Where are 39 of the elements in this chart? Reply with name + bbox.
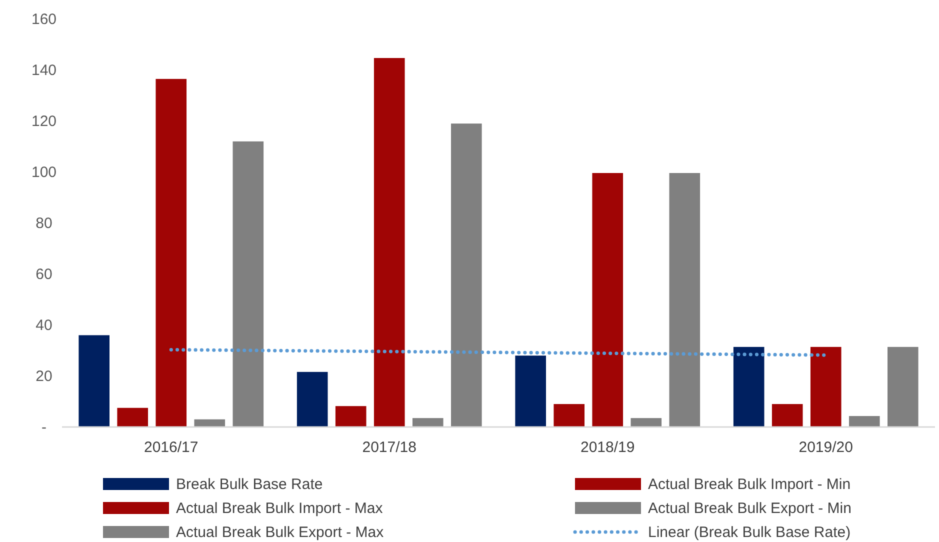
y-tick-label: 120 — [31, 113, 57, 130]
bar — [554, 404, 585, 427]
bar — [888, 346, 918, 427]
y-tick-label: 100 — [31, 164, 57, 181]
bar — [232, 141, 264, 427]
legend-label: Linear (Break Bulk Base Rate) — [648, 524, 851, 541]
legend-label: Actual Break Bulk Import - Min — [648, 476, 851, 493]
bar — [630, 418, 662, 427]
bar — [78, 335, 110, 427]
bar — [772, 404, 803, 427]
legend-label: Actual Break Bulk Import - Max — [176, 500, 384, 517]
y-tick-label: 80 — [36, 215, 52, 232]
x-tick-label: 2017/18 — [362, 439, 416, 456]
bar — [194, 419, 226, 427]
y-tick-label: - — [42, 419, 46, 436]
bar — [117, 408, 148, 427]
bar — [296, 372, 328, 427]
bar — [515, 356, 546, 427]
legend-label: Actual Break Bulk Export - Max — [176, 524, 384, 541]
x-tick-label: 2019/20 — [798, 439, 853, 456]
y-tick-label: 140 — [31, 62, 57, 79]
y-tick-label: 40 — [36, 317, 52, 334]
y-tick-label: 160 — [31, 11, 57, 28]
legend-label: Actual Break Bulk Export - Min — [648, 500, 852, 517]
bar — [592, 173, 624, 427]
bar — [669, 173, 700, 427]
legend-label: Break Bulk Base Rate — [176, 476, 323, 493]
bar — [848, 416, 880, 427]
y-tick-label: 60 — [36, 266, 52, 283]
bar — [733, 346, 764, 427]
bar — [156, 78, 187, 427]
bar — [335, 406, 366, 427]
bar — [810, 346, 842, 427]
bar — [451, 124, 482, 427]
bar — [374, 58, 405, 427]
x-tick-label: 2018/19 — [580, 439, 635, 456]
x-tick-label: 2016/17 — [144, 439, 198, 456]
y-tick-label: 20 — [36, 368, 52, 385]
bar — [412, 418, 444, 427]
